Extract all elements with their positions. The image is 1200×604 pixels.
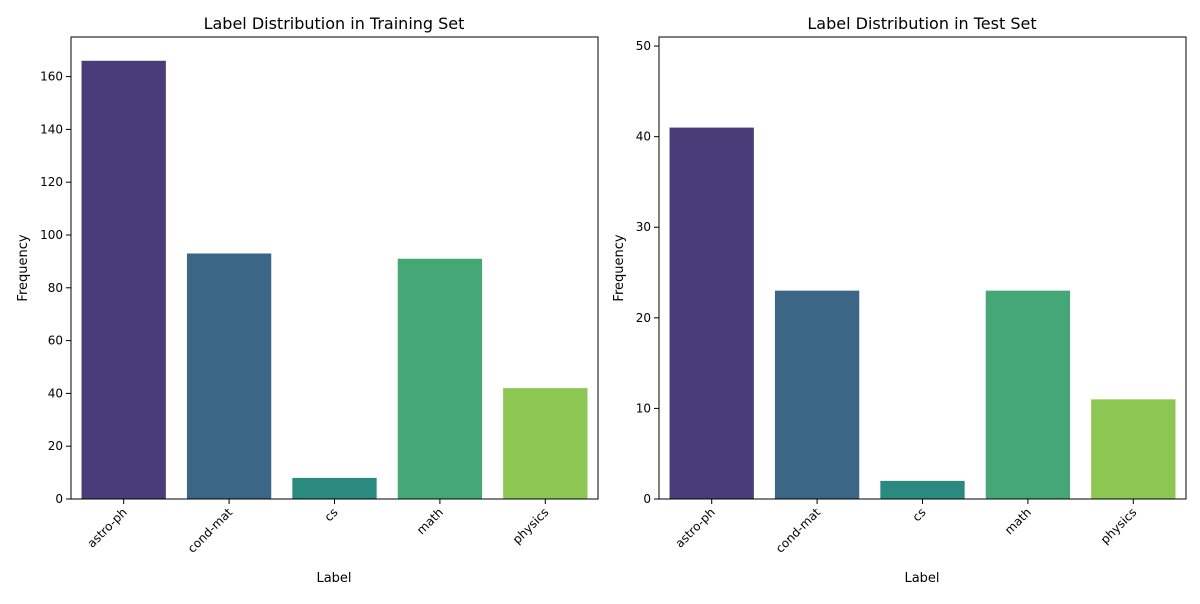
bar-cs (880, 480, 965, 499)
x-axis-label: Label (316, 571, 351, 586)
y-tick-label: 10 (636, 401, 651, 415)
y-tick-label: 0 (643, 492, 651, 506)
x-ticks: astro-ph cond-mat cs math physics (84, 499, 551, 556)
plot-frame (70, 36, 599, 500)
y-tick-label: 20 (636, 311, 651, 325)
bar-cond-mat (186, 253, 272, 499)
y-tick-label: 0 (55, 492, 63, 506)
x-tick-label: physics (510, 505, 552, 547)
x-tick-label: math (414, 505, 446, 537)
y-tick-label: 160 (40, 70, 63, 84)
y-tick-label: 20 (48, 439, 63, 453)
y-axis-label: Frequency (16, 234, 31, 301)
y-axis-label: Frequency (612, 234, 627, 301)
x-tick-label: cs (322, 505, 341, 524)
bar-physics (503, 388, 588, 499)
training-chart: Label Distribution in Training Set Label… (16, 14, 599, 586)
y-tick-label: 100 (40, 228, 63, 242)
y-tick-label: 120 (40, 175, 63, 189)
bar-astro-ph (81, 60, 166, 499)
x-axis-label: Label (904, 571, 939, 586)
bar-math (397, 258, 483, 499)
y-tick-label: 30 (636, 220, 651, 234)
y-ticks: 0 20 40 60 80 100 120 140 160 (40, 70, 71, 506)
x-tick-label: astro-ph (672, 505, 717, 550)
y-tick-label: 40 (48, 386, 63, 400)
y-tick-label: 50 (636, 39, 651, 53)
bars (81, 60, 588, 499)
plot-frame (658, 36, 1187, 500)
x-tick-label: physics (1098, 505, 1140, 547)
bar-astro-ph (669, 127, 754, 499)
bar-cs (292, 477, 377, 499)
x-tick-label: cs (910, 505, 929, 524)
x-tick-label: math (1002, 505, 1034, 537)
x-tick-label: cond-mat (185, 505, 236, 556)
x-tick-label: astro-ph (84, 505, 129, 550)
bar-cond-mat (774, 290, 860, 499)
bars (669, 127, 1176, 499)
x-tick-label: cond-mat (773, 505, 824, 556)
bar-physics (1091, 399, 1176, 499)
bar-math (985, 290, 1071, 499)
y-ticks: 0 10 20 30 40 50 (636, 39, 659, 506)
test-chart: Label Distribution in Test Set Label Fre… (612, 14, 1187, 586)
y-tick-label: 40 (636, 130, 651, 144)
y-tick-label: 60 (48, 334, 63, 348)
x-ticks: astro-ph cond-mat cs math physics (672, 499, 1139, 556)
y-tick-label: 140 (40, 122, 63, 136)
chart-title: Label Distribution in Test Set (807, 14, 1036, 33)
chart-title: Label Distribution in Training Set (204, 14, 465, 33)
y-tick-label: 80 (48, 281, 63, 295)
